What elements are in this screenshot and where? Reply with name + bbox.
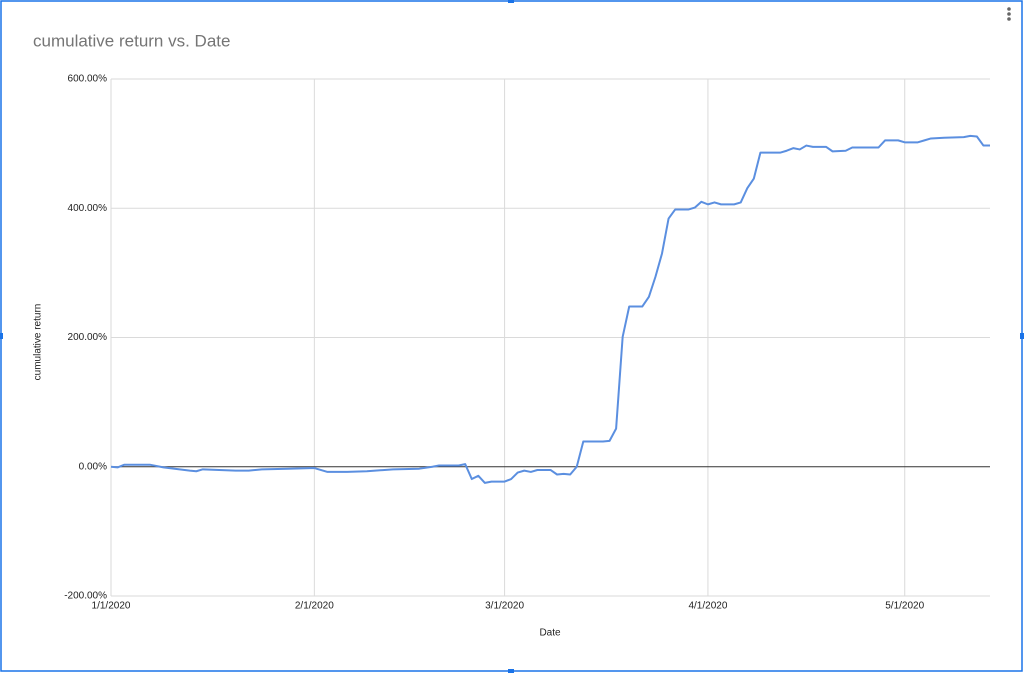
chart-title: cumulative return vs. Date [33, 31, 230, 50]
y-tick-label: 0.00% [79, 461, 107, 472]
y-tick-label: -200.00% [64, 591, 107, 602]
y-tick-label: 600.00% [68, 74, 108, 85]
y-axis-title: cumulative return [33, 304, 44, 381]
data-line [110, 134, 990, 484]
resize-handle[interactable] [1020, 333, 1024, 339]
x-tick-label: 4/1/2020 [688, 601, 727, 612]
x-tick-label: 3/1/2020 [485, 601, 524, 612]
x-tick-label: 5/1/2020 [885, 601, 924, 612]
chart-menu[interactable] [1007, 7, 1011, 21]
x-tick-label: 1/1/2020 [92, 601, 131, 612]
resize-handle[interactable] [508, 0, 514, 3]
resize-handle[interactable] [508, 669, 514, 673]
x-axis-title: Date [539, 628, 561, 639]
y-tick-label: 200.00% [68, 332, 108, 343]
x-tick-label: 2/1/2020 [295, 601, 334, 612]
y-tick-label: 400.00% [68, 203, 108, 214]
resize-handle[interactable] [0, 333, 3, 339]
